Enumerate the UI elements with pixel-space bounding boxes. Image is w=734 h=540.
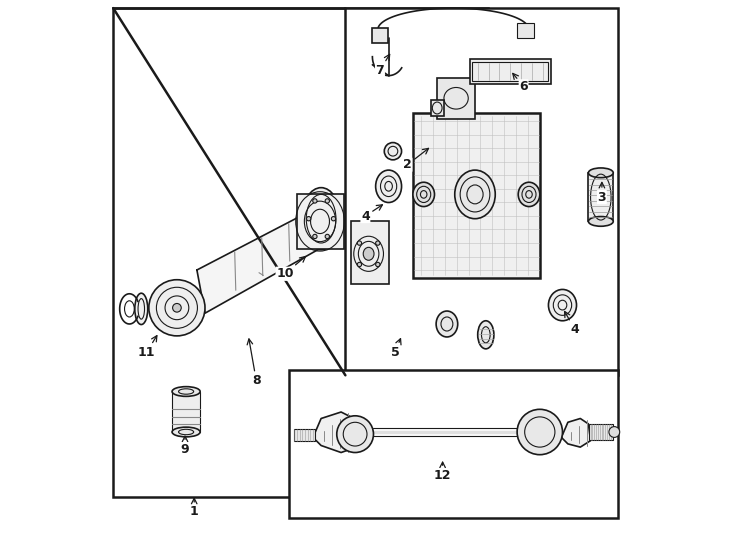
Ellipse shape [548,289,576,321]
Bar [470,59,550,84]
Ellipse shape [172,427,200,437]
Ellipse shape [302,187,341,249]
Ellipse shape [172,387,200,396]
Polygon shape [313,412,354,453]
Circle shape [149,280,205,336]
Ellipse shape [589,217,613,226]
Text: 2: 2 [403,148,429,171]
Circle shape [172,303,181,312]
Ellipse shape [589,168,613,178]
Text: 4: 4 [361,205,382,222]
Bar [172,392,200,432]
Bar [472,62,548,81]
Ellipse shape [363,247,374,260]
Circle shape [357,262,362,267]
Circle shape [337,416,374,453]
Text: 6: 6 [513,73,528,93]
Bar [589,424,613,440]
Bar [297,194,344,249]
Text: 4: 4 [564,312,579,336]
Text: 9: 9 [181,436,189,456]
Text: 8: 8 [247,339,261,387]
Circle shape [325,199,330,203]
Circle shape [313,234,317,239]
Ellipse shape [413,183,435,206]
Circle shape [609,427,619,437]
Polygon shape [562,418,591,447]
Bar [517,23,534,38]
Bar [113,8,489,497]
Text: 3: 3 [597,183,606,204]
Ellipse shape [385,143,401,160]
Circle shape [376,262,380,267]
Ellipse shape [518,183,539,206]
Text: 11: 11 [138,336,157,359]
Bar [431,100,443,116]
Text: 5: 5 [390,339,401,359]
Ellipse shape [135,293,148,325]
Circle shape [357,241,362,245]
Ellipse shape [478,321,494,349]
Circle shape [376,241,380,245]
Text: 10: 10 [276,256,305,280]
Bar [372,28,388,43]
Bar [346,8,618,375]
Bar [294,429,315,441]
Ellipse shape [455,170,495,219]
Bar [413,113,539,278]
Bar [351,221,388,284]
Polygon shape [197,200,335,313]
Text: 12: 12 [434,462,451,482]
Ellipse shape [376,170,401,202]
Circle shape [325,234,330,239]
Text: 1: 1 [190,498,199,518]
Bar [288,370,618,518]
Text: 7: 7 [376,55,390,77]
Circle shape [331,217,335,221]
Bar [437,78,475,119]
Circle shape [517,409,562,455]
Ellipse shape [436,311,458,337]
Circle shape [313,199,317,203]
Bar [589,173,613,221]
Circle shape [307,217,310,221]
